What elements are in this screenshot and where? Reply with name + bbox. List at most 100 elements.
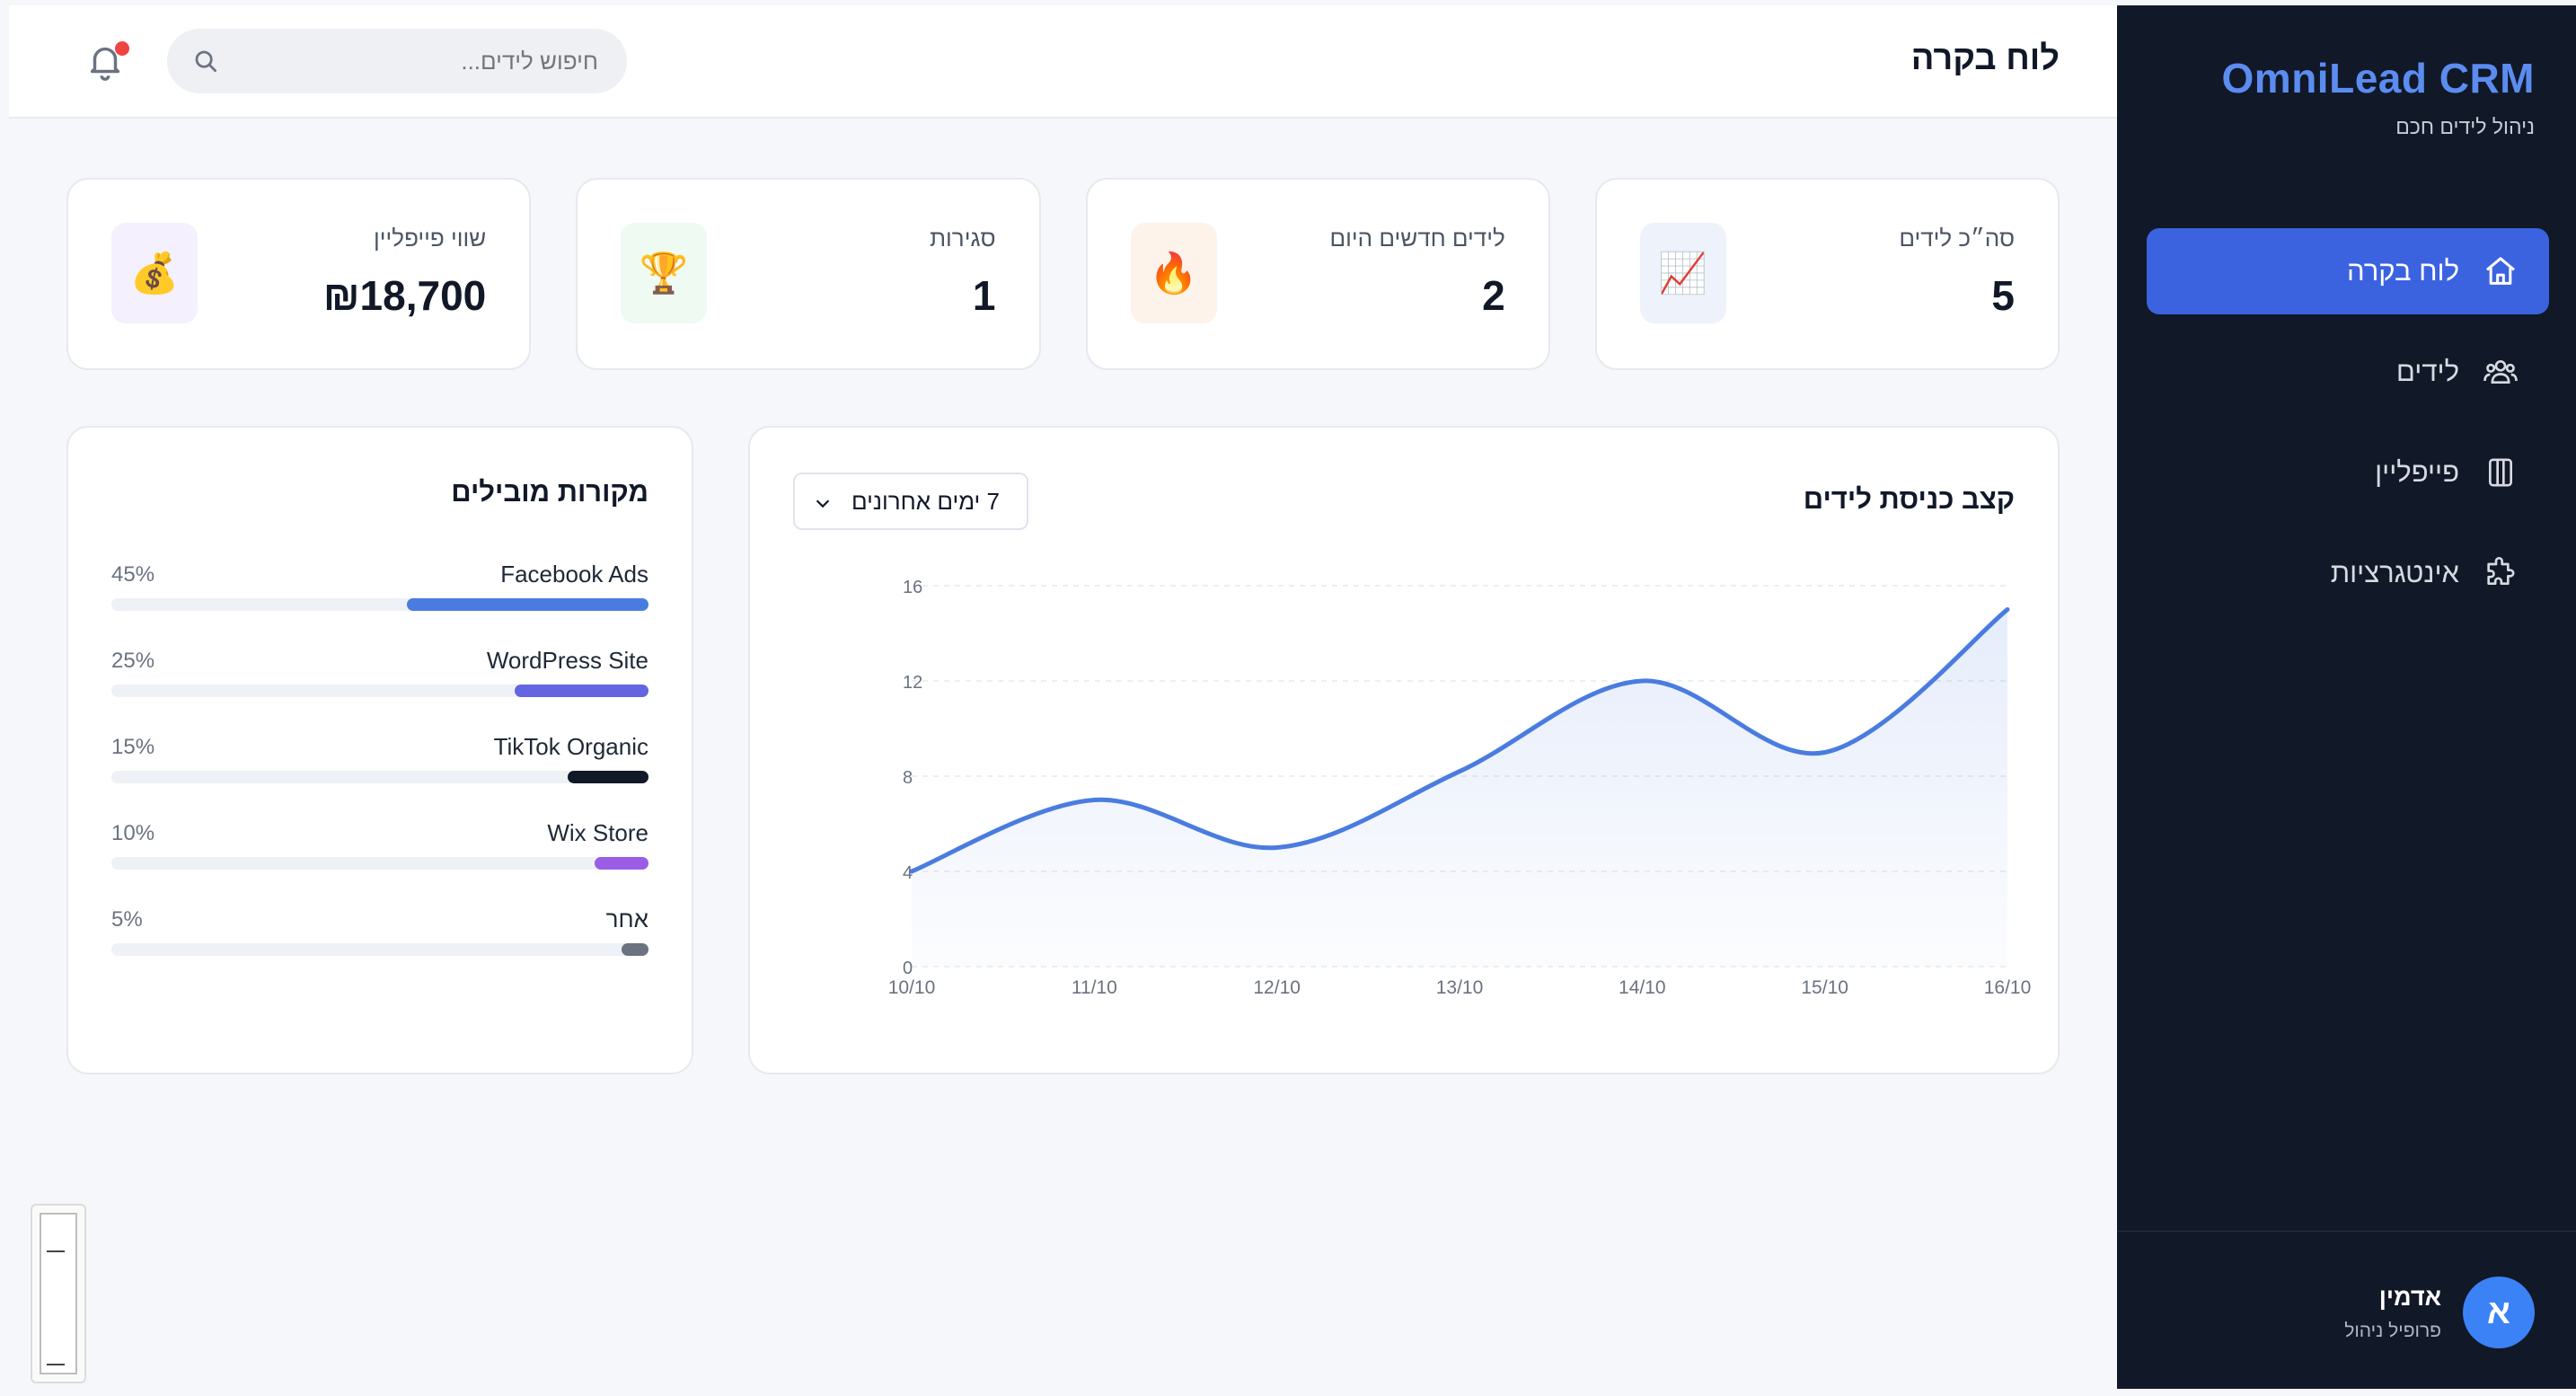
source-progress-track	[111, 943, 648, 956]
x-tick-label: 12/10	[1253, 977, 1301, 998]
stat-value: 2	[1482, 272, 1505, 319]
sidebar-nav: לוח בקרה לידים פייפליין	[2147, 228, 2549, 631]
search-box[interactable]	[167, 29, 627, 93]
source-percent: 15%	[111, 735, 155, 759]
trophy-icon: 🏆	[621, 223, 708, 323]
source-percent: 5%	[111, 907, 143, 932]
bell-icon[interactable]	[84, 40, 126, 83]
sources-list: Facebook Ads 45% WordPress Site 25% TikT…	[111, 561, 648, 992]
source-row-tiktok-organic: TikTok Organic 15%	[111, 733, 648, 819]
source-percent: 10%	[111, 821, 155, 845]
puzzle-icon	[2483, 555, 2519, 591]
y-tick-label: 12	[903, 673, 922, 693]
series-line	[909, 607, 2010, 874]
source-name: TikTok Organic	[493, 733, 648, 760]
date-range-value: 7 ימים אחרונים	[851, 487, 1000, 515]
pipeline-icon	[2483, 455, 2519, 490]
scroll-widget[interactable]	[31, 1204, 86, 1383]
stat-label: סגירות	[930, 225, 996, 252]
users-icon	[2483, 354, 2519, 390]
brand: OmniLead CRM ניהול לידים חכם	[2222, 54, 2535, 139]
page-title: לוח בקרה	[1910, 40, 2060, 77]
sidebar-item-dashboard[interactable]: לוח בקרה	[2147, 228, 2549, 314]
y-tick-label: 0	[903, 959, 913, 978]
scroll-widget-track[interactable]	[40, 1213, 77, 1374]
user-profile[interactable]: א אדמין פרופיל ניהול	[2117, 1231, 2576, 1389]
source-row-wix-store: Wix Store 10%	[111, 819, 648, 906]
stat-card-total-leads: סה״כ לידים 5 📈	[1594, 178, 2060, 370]
home-icon	[2483, 253, 2519, 289]
avatar[interactable]: א	[2463, 1277, 2535, 1348]
user-role: פרופיל ניהול	[2344, 1321, 2441, 1341]
source-progress-fill	[568, 771, 648, 783]
fire-icon: 🔥	[1130, 223, 1217, 323]
sidebar-item-pipeline[interactable]: פייפליין	[2147, 429, 2549, 516]
chevron-down-icon	[813, 491, 833, 511]
y-tick-label: 4	[903, 863, 913, 883]
source-name: WordPress Site	[486, 647, 648, 674]
widget-tick	[47, 1364, 65, 1365]
stat-value: 1	[972, 272, 996, 319]
x-tick-label: 11/10	[1072, 977, 1117, 998]
source-row-facebook-ads: Facebook Ads 45%	[111, 561, 648, 647]
search-icon	[192, 48, 219, 75]
main-content: לוח בקרה סה״כ לידים 5 📈	[9, 5, 2117, 1389]
search-input[interactable]	[237, 47, 598, 75]
stat-card-closings: סגירות 1 🏆	[576, 178, 1041, 370]
stats-row: סה״כ לידים 5 📈 לידים חדשים היום 2 🔥 סגיר…	[66, 178, 2060, 370]
source-progress-track	[111, 685, 648, 697]
date-range-select[interactable]: 7 ימים אחרונים	[793, 473, 1028, 530]
source-name: אחר	[605, 906, 648, 932]
topbar: לוח בקרה	[9, 5, 2117, 119]
source-name: Wix Store	[547, 819, 648, 846]
source-progress-track	[111, 598, 648, 611]
y-tick-label: 8	[903, 768, 913, 788]
source-progress-fill	[622, 943, 648, 956]
source-progress-track	[111, 771, 648, 783]
x-tick-label: 16/10	[1984, 977, 2032, 998]
brand-name: OmniLead CRM	[2221, 55, 2535, 102]
source-name: Facebook Ads	[500, 561, 648, 588]
source-progress-fill	[406, 598, 648, 611]
stat-label: לידים חדשים היום	[1329, 225, 1505, 252]
source-progress-fill	[595, 857, 648, 870]
sidebar-item-leads[interactable]: לידים	[2147, 329, 2549, 415]
stat-value: ₪18,700	[322, 272, 487, 319]
stat-label: שווי פייפליין	[374, 225, 487, 252]
sources-title: מקורות מובילים	[451, 476, 648, 508]
chart-up-icon: 📈	[1639, 223, 1726, 323]
stat-value: 5	[1991, 272, 2015, 319]
user-info: אדמין פרופיל ניהול	[2344, 1284, 2441, 1342]
widget-tick	[47, 1250, 65, 1252]
sidebar-item-label: לוח בקרה	[2347, 255, 2459, 287]
sidebar-item-label: פייפליין	[2375, 456, 2459, 488]
source-progress-fill	[514, 685, 648, 697]
money-bag-icon: 💰	[111, 223, 198, 323]
sidebar-item-label: לידים	[2395, 356, 2459, 387]
series-area	[912, 609, 2007, 967]
stat-card-new-leads: לידים חדשים היום 2 🔥	[1085, 178, 1550, 370]
x-tick-label: 10/10	[888, 977, 936, 998]
x-tick-label: 13/10	[1436, 977, 1484, 998]
lead-rate-chart-panel: קצב כניסת לידים 7 ימים אחרונים 0 4 8 12 16 1…	[748, 426, 2060, 1074]
source-progress-track	[111, 857, 648, 870]
source-row-other: אחר 5%	[111, 906, 648, 992]
x-tick-label: 14/10	[1619, 977, 1666, 998]
stat-card-pipeline-value: שווי פייפליין ₪18,700 💰	[66, 178, 532, 370]
y-tick-label: 16	[903, 578, 922, 597]
source-percent: 45%	[111, 562, 155, 587]
chart-title: קצב כניסת לידים	[1803, 483, 2015, 515]
source-row-wordpress-site: WordPress Site 25%	[111, 647, 648, 733]
notification-badge	[115, 41, 129, 56]
brand-subtitle: ניהול לידים חכם	[2395, 115, 2535, 138]
stat-label: סה״כ לידים	[1899, 225, 2015, 252]
user-name: אדמין	[2378, 1284, 2441, 1311]
sidebar-item-label: אינטגרציות	[2330, 557, 2459, 588]
sidebar-item-integrations[interactable]: אינטגרציות	[2147, 530, 2549, 616]
x-tick-label: 15/10	[1801, 977, 1848, 998]
sidebar: OmniLead CRM ניהול לידים חכם לוח בקרה	[2117, 5, 2576, 1389]
lead-rate-chart: 0 4 8 12 16 10/10 11/10 12/10 13/10 14/10 15/10 16…	[888, 578, 2032, 998]
source-percent: 25%	[111, 649, 155, 673]
top-sources-panel: מקורות מובילים Facebook Ads 45% WordPres…	[66, 426, 693, 1074]
